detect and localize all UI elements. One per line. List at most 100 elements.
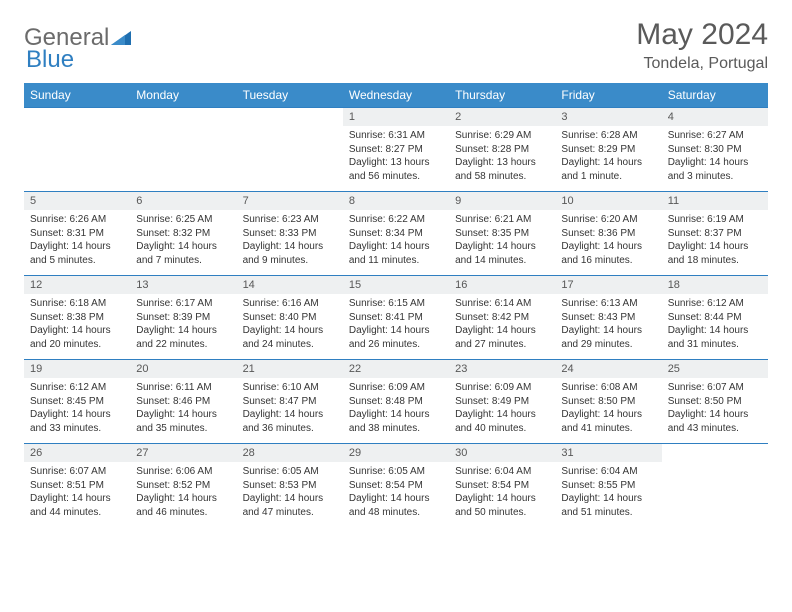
calendar-day-cell: 11Sunrise: 6:19 AMSunset: 8:37 PMDayligh… <box>662 192 768 276</box>
calendar-day-cell: 26Sunrise: 6:07 AMSunset: 8:51 PMDayligh… <box>24 444 130 528</box>
calendar-day-cell: 19Sunrise: 6:12 AMSunset: 8:45 PMDayligh… <box>24 360 130 444</box>
day-details: Sunrise: 6:07 AMSunset: 8:51 PMDaylight:… <box>24 462 130 523</box>
calendar-day-cell: 21Sunrise: 6:10 AMSunset: 8:47 PMDayligh… <box>237 360 343 444</box>
day-number: 23 <box>449 360 555 378</box>
day-details: Sunrise: 6:12 AMSunset: 8:45 PMDaylight:… <box>24 378 130 439</box>
day-number: 6 <box>130 192 236 210</box>
day-details: Sunrise: 6:13 AMSunset: 8:43 PMDaylight:… <box>555 294 661 355</box>
day-number: 15 <box>343 276 449 294</box>
brand-triangle-icon <box>111 27 131 50</box>
calendar-week-row: 5Sunrise: 6:26 AMSunset: 8:31 PMDaylight… <box>24 192 768 276</box>
calendar-day-cell: 9Sunrise: 6:21 AMSunset: 8:35 PMDaylight… <box>449 192 555 276</box>
day-number: 5 <box>24 192 130 210</box>
day-number: 2 <box>449 108 555 126</box>
day-number: 26 <box>24 444 130 462</box>
day-details: Sunrise: 6:08 AMSunset: 8:50 PMDaylight:… <box>555 378 661 439</box>
day-number: 4 <box>662 108 768 126</box>
weekday-header: Monday <box>130 83 236 108</box>
day-number: 19 <box>24 360 130 378</box>
brand-blue-row: Blue <box>24 46 74 74</box>
calendar-week-row: 26Sunrise: 6:07 AMSunset: 8:51 PMDayligh… <box>24 444 768 528</box>
calendar-day-cell: 2Sunrise: 6:29 AMSunset: 8:28 PMDaylight… <box>449 108 555 192</box>
calendar-day-cell: 15Sunrise: 6:15 AMSunset: 8:41 PMDayligh… <box>343 276 449 360</box>
day-number: 25 <box>662 360 768 378</box>
day-details: Sunrise: 6:19 AMSunset: 8:37 PMDaylight:… <box>662 210 768 271</box>
calendar-day-cell: 5Sunrise: 6:26 AMSunset: 8:31 PMDaylight… <box>24 192 130 276</box>
day-details: Sunrise: 6:20 AMSunset: 8:36 PMDaylight:… <box>555 210 661 271</box>
calendar-day-cell: 30Sunrise: 6:04 AMSunset: 8:54 PMDayligh… <box>449 444 555 528</box>
day-details: Sunrise: 6:15 AMSunset: 8:41 PMDaylight:… <box>343 294 449 355</box>
day-number: 16 <box>449 276 555 294</box>
title-block: May 2024 Tondela, Portugal <box>636 18 768 73</box>
weekday-header: Friday <box>555 83 661 108</box>
calendar-page: General May 2024 Tondela, Portugal Blue … <box>0 0 792 528</box>
day-number: 7 <box>237 192 343 210</box>
calendar-day-cell: 16Sunrise: 6:14 AMSunset: 8:42 PMDayligh… <box>449 276 555 360</box>
day-details: Sunrise: 6:05 AMSunset: 8:54 PMDaylight:… <box>343 462 449 523</box>
day-details: Sunrise: 6:05 AMSunset: 8:53 PMDaylight:… <box>237 462 343 523</box>
day-details: Sunrise: 6:25 AMSunset: 8:32 PMDaylight:… <box>130 210 236 271</box>
day-details: Sunrise: 6:31 AMSunset: 8:27 PMDaylight:… <box>343 126 449 187</box>
day-number: 12 <box>24 276 130 294</box>
weekday-header: Sunday <box>24 83 130 108</box>
day-number: 21 <box>237 360 343 378</box>
page-title: May 2024 <box>636 18 768 51</box>
calendar-day-cell: 12Sunrise: 6:18 AMSunset: 8:38 PMDayligh… <box>24 276 130 360</box>
calendar-day-cell: 22Sunrise: 6:09 AMSunset: 8:48 PMDayligh… <box>343 360 449 444</box>
calendar-table: SundayMondayTuesdayWednesdayThursdayFrid… <box>24 83 768 528</box>
day-details: Sunrise: 6:27 AMSunset: 8:30 PMDaylight:… <box>662 126 768 187</box>
weekday-header-row: SundayMondayTuesdayWednesdayThursdayFrid… <box>24 83 768 108</box>
day-details: Sunrise: 6:12 AMSunset: 8:44 PMDaylight:… <box>662 294 768 355</box>
day-details: Sunrise: 6:21 AMSunset: 8:35 PMDaylight:… <box>449 210 555 271</box>
calendar-day-cell: 20Sunrise: 6:11 AMSunset: 8:46 PMDayligh… <box>130 360 236 444</box>
page-subtitle: Tondela, Portugal <box>636 55 768 73</box>
day-number: 17 <box>555 276 661 294</box>
calendar-day-cell: 3Sunrise: 6:28 AMSunset: 8:29 PMDaylight… <box>555 108 661 192</box>
day-number: 31 <box>555 444 661 462</box>
day-details: Sunrise: 6:18 AMSunset: 8:38 PMDaylight:… <box>24 294 130 355</box>
day-details: Sunrise: 6:29 AMSunset: 8:28 PMDaylight:… <box>449 126 555 187</box>
day-number: 1 <box>343 108 449 126</box>
calendar-day-cell: 29Sunrise: 6:05 AMSunset: 8:54 PMDayligh… <box>343 444 449 528</box>
calendar-day-cell: 13Sunrise: 6:17 AMSunset: 8:39 PMDayligh… <box>130 276 236 360</box>
calendar-day-cell: 7Sunrise: 6:23 AMSunset: 8:33 PMDaylight… <box>237 192 343 276</box>
calendar-day-cell: 4Sunrise: 6:27 AMSunset: 8:30 PMDaylight… <box>662 108 768 192</box>
day-number: 11 <box>662 192 768 210</box>
calendar-day-cell: 27Sunrise: 6:06 AMSunset: 8:52 PMDayligh… <box>130 444 236 528</box>
calendar-week-row: 19Sunrise: 6:12 AMSunset: 8:45 PMDayligh… <box>24 360 768 444</box>
calendar-body: 1Sunrise: 6:31 AMSunset: 8:27 PMDaylight… <box>24 108 768 528</box>
day-number: 13 <box>130 276 236 294</box>
weekday-header: Thursday <box>449 83 555 108</box>
day-details: Sunrise: 6:09 AMSunset: 8:49 PMDaylight:… <box>449 378 555 439</box>
calendar-day-cell: 24Sunrise: 6:08 AMSunset: 8:50 PMDayligh… <box>555 360 661 444</box>
day-details: Sunrise: 6:04 AMSunset: 8:55 PMDaylight:… <box>555 462 661 523</box>
page-header: General May 2024 Tondela, Portugal <box>24 18 768 73</box>
day-number: 14 <box>237 276 343 294</box>
calendar-day-cell: 23Sunrise: 6:09 AMSunset: 8:49 PMDayligh… <box>449 360 555 444</box>
calendar-day-cell <box>24 108 130 192</box>
day-number: 30 <box>449 444 555 462</box>
calendar-day-cell: 18Sunrise: 6:12 AMSunset: 8:44 PMDayligh… <box>662 276 768 360</box>
calendar-day-cell: 8Sunrise: 6:22 AMSunset: 8:34 PMDaylight… <box>343 192 449 276</box>
calendar-day-cell: 6Sunrise: 6:25 AMSunset: 8:32 PMDaylight… <box>130 192 236 276</box>
day-details: Sunrise: 6:26 AMSunset: 8:31 PMDaylight:… <box>24 210 130 271</box>
day-number: 3 <box>555 108 661 126</box>
day-details: Sunrise: 6:28 AMSunset: 8:29 PMDaylight:… <box>555 126 661 187</box>
day-number: 10 <box>555 192 661 210</box>
calendar-day-cell: 14Sunrise: 6:16 AMSunset: 8:40 PMDayligh… <box>237 276 343 360</box>
calendar-day-cell <box>130 108 236 192</box>
day-number: 28 <box>237 444 343 462</box>
day-details: Sunrise: 6:07 AMSunset: 8:50 PMDaylight:… <box>662 378 768 439</box>
calendar-day-cell <box>662 444 768 528</box>
brand-blue: Blue <box>26 46 74 73</box>
calendar-day-cell <box>237 108 343 192</box>
calendar-day-cell: 25Sunrise: 6:07 AMSunset: 8:50 PMDayligh… <box>662 360 768 444</box>
calendar-day-cell: 28Sunrise: 6:05 AMSunset: 8:53 PMDayligh… <box>237 444 343 528</box>
day-details: Sunrise: 6:09 AMSunset: 8:48 PMDaylight:… <box>343 378 449 439</box>
day-number: 9 <box>449 192 555 210</box>
day-details: Sunrise: 6:10 AMSunset: 8:47 PMDaylight:… <box>237 378 343 439</box>
day-details: Sunrise: 6:11 AMSunset: 8:46 PMDaylight:… <box>130 378 236 439</box>
day-details: Sunrise: 6:16 AMSunset: 8:40 PMDaylight:… <box>237 294 343 355</box>
day-number: 27 <box>130 444 236 462</box>
day-details: Sunrise: 6:06 AMSunset: 8:52 PMDaylight:… <box>130 462 236 523</box>
